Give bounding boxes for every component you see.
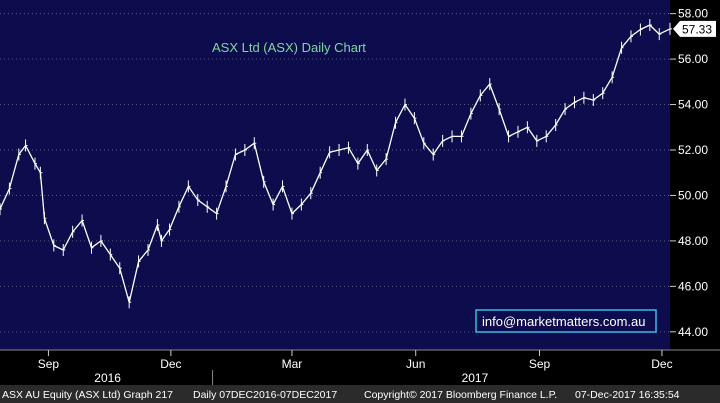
- year-label: 2016: [94, 371, 121, 385]
- y-tick-label: 50.00: [678, 188, 708, 202]
- last-price-label: 57.33: [673, 20, 716, 37]
- y-axis-area: [670, 0, 720, 350]
- y-axis-ticks: 44.00 46.00 48.00 50.00 52.00 54.00 56.00 58.00: [670, 7, 708, 339]
- price-line: [0, 24, 671, 303]
- footer-copyright: Copyright© 2017 Bloomberg Finance L.P.: [364, 389, 557, 401]
- footer-security: ASX AU Equity (ASX Ltd) Graph 217: [2, 389, 173, 401]
- footer-bar: [0, 385, 720, 403]
- x-tick-label: Dec: [160, 357, 181, 371]
- y-tick-label: 58.00: [678, 7, 708, 21]
- email-box-border: [475, 309, 657, 333]
- y-tick-label: 56.00: [678, 52, 708, 66]
- footer-timestamp: 07-Dec-2017 16:35:54: [575, 389, 680, 401]
- y-tick-label: 46.00: [678, 279, 708, 293]
- x-tick-label: Jun: [406, 357, 425, 371]
- x-tick-label: Sep: [529, 357, 551, 371]
- plot-area: [0, 0, 670, 350]
- email-link[interactable]: info@marketmatters.com.au: [475, 309, 657, 333]
- last-price-marker: [673, 20, 716, 37]
- x-axis-ticks: Sep Dec Mar Jun Sep Dec 2016 2017: [38, 350, 673, 385]
- x-tick-label: Dec: [651, 357, 672, 371]
- y-tick-label: 52.00: [678, 143, 708, 157]
- price-series: [0, 19, 672, 309]
- year-label: 2017: [462, 371, 489, 385]
- email-text[interactable]: info@marketmatters.com.au: [482, 314, 645, 329]
- y-tick-label: 54.00: [678, 98, 708, 112]
- footer-range: Daily 07DEC2016-07DEC2017: [193, 389, 337, 401]
- chart-title: ASX Ltd (ASX) Daily Chart: [212, 40, 366, 55]
- last-price-value: 57.33: [682, 22, 712, 36]
- x-tick-label: Mar: [282, 357, 303, 371]
- x-tick-label: Sep: [38, 357, 60, 371]
- y-tick-label: 44.00: [678, 325, 708, 339]
- y-tick-label: 48.00: [678, 234, 708, 248]
